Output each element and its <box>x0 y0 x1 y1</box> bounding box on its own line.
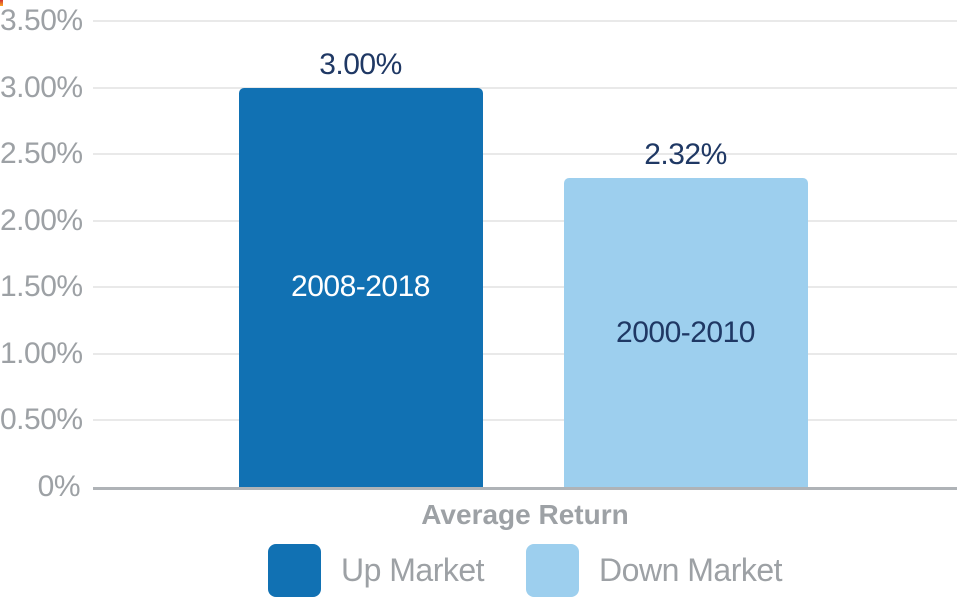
legend: Up Market Down Market <box>93 543 957 598</box>
legend-swatch <box>267 544 321 597</box>
bar-value-label: 3.00% <box>319 47 402 81</box>
bar-value-label: 2.32% <box>644 138 727 172</box>
gridline <box>93 20 957 22</box>
gridline <box>93 219 957 222</box>
x-axis-title: Average Return <box>421 499 629 530</box>
gridline <box>93 86 957 89</box>
legend-item-down-market: Down Market <box>526 544 783 597</box>
bar-category-label: 2008-2018 <box>291 270 430 304</box>
gridline <box>93 286 957 289</box>
bar-down-market: 2000-2010 <box>563 178 808 487</box>
y-tick-label: 3.50% <box>0 4 83 37</box>
y-tick-label: 2.50% <box>0 137 83 171</box>
x-axis-baseline <box>93 486 957 490</box>
gridline <box>93 153 957 156</box>
gridline <box>93 419 957 422</box>
y-tick-label: 1.00% <box>0 336 83 370</box>
bar-up-market: 2008-2018 <box>238 87 483 487</box>
y-tick-label: 0% <box>37 470 81 503</box>
legend-item-up-market: Up Market <box>267 544 485 597</box>
gridline <box>93 352 957 355</box>
screenshot-corner-artifact <box>0 0 3 6</box>
y-tick-label: 3.00% <box>0 70 83 104</box>
legend-label: Up Market <box>340 552 485 588</box>
y-tick-label: 1.50% <box>0 270 83 304</box>
legend-swatch <box>526 544 580 597</box>
bar-category-label: 2000-2010 <box>616 315 755 349</box>
y-tick-label: 0.50% <box>0 403 83 437</box>
y-tick-label: 2.00% <box>0 203 83 237</box>
legend-label: Down Market <box>599 552 783 588</box>
